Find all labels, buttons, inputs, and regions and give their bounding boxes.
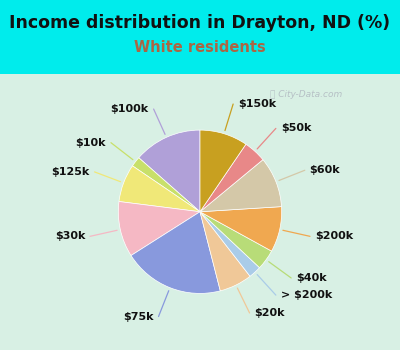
- Wedge shape: [200, 144, 263, 212]
- Text: $30k: $30k: [55, 231, 85, 242]
- Text: ⓘ City-Data.com: ⓘ City-Data.com: [270, 91, 342, 99]
- Wedge shape: [200, 212, 250, 291]
- Wedge shape: [139, 130, 200, 212]
- Wedge shape: [200, 160, 282, 212]
- Text: $200k: $200k: [315, 231, 353, 242]
- Wedge shape: [200, 206, 282, 251]
- Text: $150k: $150k: [238, 99, 276, 109]
- Wedge shape: [118, 202, 200, 256]
- Wedge shape: [200, 212, 272, 268]
- Text: $50k: $50k: [281, 124, 311, 133]
- Wedge shape: [200, 212, 260, 276]
- Text: $10k: $10k: [76, 138, 106, 148]
- Text: $100k: $100k: [110, 104, 149, 114]
- Wedge shape: [131, 212, 220, 293]
- Wedge shape: [200, 130, 246, 212]
- Text: $125k: $125k: [52, 167, 90, 177]
- Text: Income distribution in Drayton, ND (%): Income distribution in Drayton, ND (%): [10, 14, 390, 32]
- Text: $20k: $20k: [254, 308, 285, 318]
- Wedge shape: [132, 158, 200, 212]
- Text: $75k: $75k: [123, 312, 154, 322]
- Text: $60k: $60k: [310, 165, 340, 175]
- Text: > $200k: > $200k: [281, 290, 332, 300]
- Text: $40k: $40k: [296, 273, 327, 283]
- Wedge shape: [119, 166, 200, 212]
- Text: White residents: White residents: [134, 40, 266, 55]
